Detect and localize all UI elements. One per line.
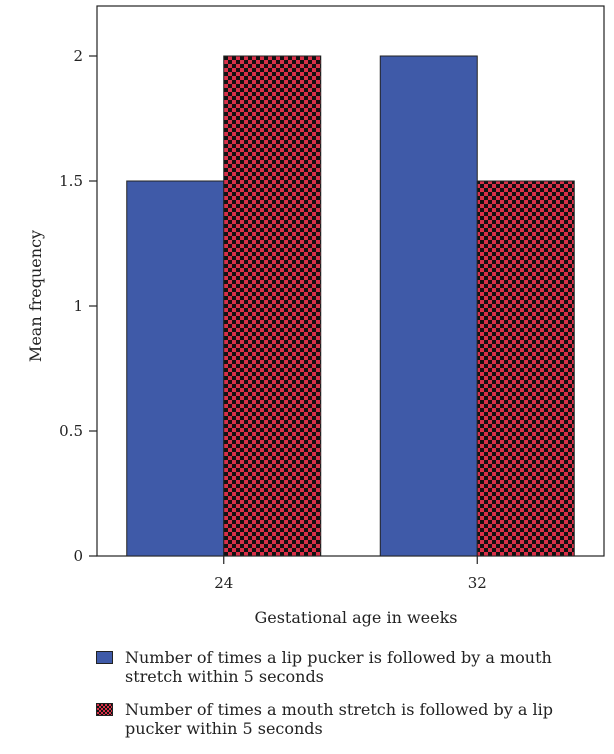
legend-item-series-1: Number of times a lip pucker is followed…: [96, 648, 606, 686]
y-tick-label: 2: [73, 47, 83, 65]
legend: Number of times a lip pucker is followed…: [96, 648, 606, 752]
legend-swatch-blue: [96, 651, 113, 664]
x-axis: 24 32: [214, 556, 487, 592]
legend-label-series-1: Number of times a lip pucker is followed…: [125, 648, 552, 686]
bar-chart: 0 0.5 1 1.5 2 24 32 Mean frequency Gestationa…: [26, 5, 605, 627]
plot-border: [96, 5, 605, 557]
plot-frame: [96, 5, 605, 557]
y-axis: 0 0.5 1 1.5 2: [59, 47, 97, 565]
bars: [126, 55, 575, 557]
x-axis-label: Gestational age in weeks: [254, 608, 457, 627]
x-tick-label: 24: [214, 574, 233, 592]
legend-item-series-2: Number of times a mouth stretch is follo…: [96, 700, 606, 738]
y-axis-label: Mean frequency: [26, 230, 45, 362]
bar-lip-pucker-then-stretch-32: [379, 55, 478, 557]
y-tick-label: 0: [73, 547, 83, 565]
y-tick-label: 0.5: [59, 422, 83, 440]
bar-stretch-then-lip-pucker-32: [476, 180, 575, 557]
x-tick-label: 32: [468, 574, 487, 592]
y-tick-label: 1.5: [59, 172, 83, 190]
bar-lip-pucker-then-stretch-24: [126, 180, 225, 557]
legend-swatch-checkered: [96, 703, 113, 716]
bar-stretch-then-lip-pucker-24: [223, 55, 322, 557]
legend-label-series-2: Number of times a mouth stretch is follo…: [125, 700, 553, 738]
y-tick-label: 1: [73, 297, 83, 315]
